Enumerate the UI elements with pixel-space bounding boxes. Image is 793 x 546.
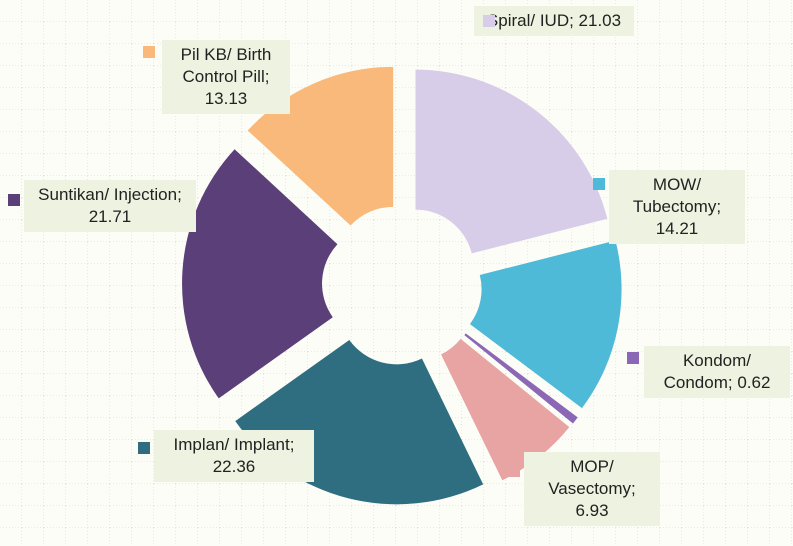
label-separator: ;: [289, 435, 295, 454]
data-label: MOW/ Tubectomy; 14.21: [609, 170, 745, 244]
label-separator: ;: [727, 373, 738, 392]
data-label: Spiral/ IUD; 21.03: [474, 6, 634, 36]
label-separator: ;: [264, 67, 270, 86]
slice-name: Suntikan/ Injection: [38, 185, 178, 204]
data-label: Implan/ Implant; 22.36: [154, 430, 314, 482]
slice-value: 6.93: [575, 501, 609, 520]
slice-value: 21.03: [578, 11, 622, 30]
legend-key: [483, 15, 495, 27]
legend-key: [508, 465, 520, 477]
label-separator: ;: [631, 479, 636, 498]
legend-key: [8, 194, 20, 206]
label-separator: ;: [569, 11, 579, 30]
slice-value: 22.36: [212, 457, 256, 476]
slice-value: 21.71: [88, 207, 132, 226]
label-separator: ;: [716, 197, 722, 216]
data-label: Pil KB/ Birth Control Pill; 13.13: [162, 40, 290, 114]
data-label: MOP/ Vasectomy; 6.93: [524, 452, 660, 526]
slice-name: MOW/ Tubectomy: [632, 175, 717, 216]
slice-name: Spiral/ IUD: [486, 11, 570, 30]
data-label: Suntikan/ Injection; 21.71: [24, 180, 196, 232]
legend-key: [138, 442, 150, 454]
data-label: Kondom/ Condom; 0.62: [644, 346, 790, 398]
pie-slice: [464, 333, 578, 424]
legend-key: [593, 178, 605, 190]
slice-value: 0.62: [737, 373, 771, 392]
label-separator: ;: [177, 185, 182, 204]
pie-slice: [469, 240, 622, 409]
pie-slice: [415, 69, 608, 254]
slice-value: 13.13: [204, 89, 248, 108]
slice-name: Pil KB/ Birth Control Pill: [180, 45, 272, 86]
slice-value: 14.21: [655, 219, 699, 238]
legend-key: [143, 46, 155, 58]
pie-slice: [182, 149, 338, 399]
legend-key: [627, 352, 639, 364]
pie-slice: [441, 338, 570, 481]
slice-name: Implan/ Implant: [173, 435, 290, 454]
slice-name: MOP/ Vasectomy: [548, 457, 632, 498]
slice-name: Kondom/ Condom: [663, 351, 752, 392]
